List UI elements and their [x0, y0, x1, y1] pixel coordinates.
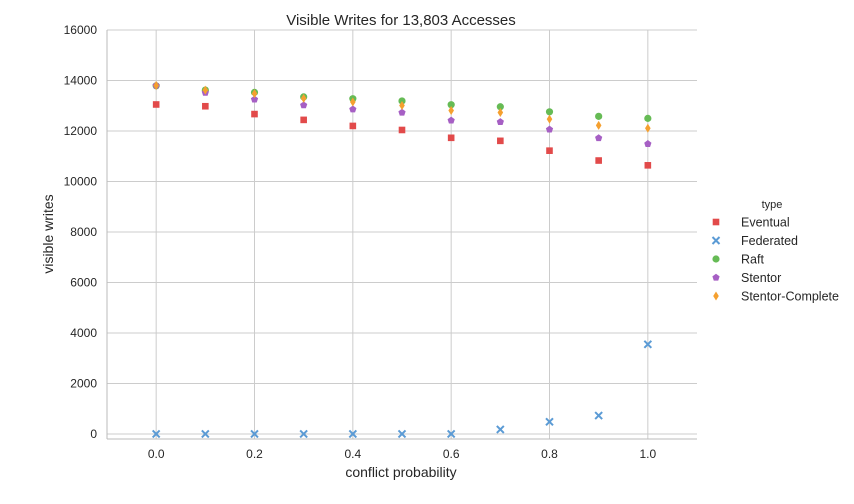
- x-tick-label: 0.2: [246, 447, 263, 461]
- y-tick-label: 4000: [70, 326, 97, 340]
- data-point: [496, 103, 504, 111]
- x-tick-label: 0.8: [541, 447, 558, 461]
- legend-item: Federated: [711, 234, 798, 248]
- data-point: [151, 429, 161, 439]
- data-point: [644, 114, 652, 122]
- data-point: [348, 429, 358, 439]
- data-point: [398, 97, 406, 105]
- series-stentor: [152, 81, 652, 147]
- data-point: [643, 340, 653, 349]
- data-point: [202, 102, 209, 110]
- data-point: [397, 429, 407, 439]
- x-tick-label: 1.0: [639, 447, 656, 461]
- data-point: [497, 137, 504, 145]
- legend-marker: [712, 255, 720, 263]
- data-point: [251, 89, 258, 99]
- data-point: [595, 120, 602, 130]
- data-point: [398, 108, 406, 116]
- data-point: [349, 105, 357, 113]
- x-tick-label: 0.4: [344, 447, 361, 461]
- data-point: [496, 118, 504, 125]
- legend-item: Stentor-Complete: [713, 290, 839, 304]
- data-point: [398, 126, 406, 134]
- y-tick-label: 14000: [64, 73, 98, 87]
- data-point: [546, 114, 553, 124]
- data-point: [300, 116, 307, 124]
- grid-lines: [107, 29, 697, 439]
- data-point: [447, 101, 455, 109]
- data-point: [545, 417, 554, 427]
- data-point: [545, 125, 554, 133]
- data-point: [496, 425, 505, 434]
- legend-marker: [712, 218, 720, 226]
- data-point: [201, 429, 210, 439]
- data-point: [448, 106, 454, 116]
- y-tick-label: 16000: [64, 23, 98, 37]
- data-point: [594, 411, 603, 420]
- x-tick-label: 0.6: [443, 447, 460, 461]
- data-point: [250, 95, 259, 103]
- data-point: [300, 101, 308, 109]
- data-point: [152, 101, 160, 108]
- y-axis-label: visible writes: [40, 194, 56, 273]
- data-point: [644, 162, 652, 169]
- series-eventual: [152, 101, 652, 169]
- data-point: [595, 112, 603, 120]
- y-tick-label: 8000: [70, 225, 97, 239]
- chart-title: Visible Writes for 13,803 Accesses: [286, 12, 516, 29]
- y-tick-label: 12000: [64, 124, 98, 138]
- legend-marker: [713, 291, 719, 301]
- data-point: [447, 116, 455, 124]
- data-point: [251, 110, 258, 118]
- data-point: [595, 157, 602, 164]
- legend-marker: [712, 273, 720, 281]
- data-point: [546, 147, 553, 154]
- legend-title: type: [762, 199, 783, 211]
- series-federated: [151, 340, 653, 439]
- data-point: [399, 100, 405, 110]
- y-tick-label: 6000: [70, 275, 97, 289]
- legend-label: Stentor: [741, 271, 781, 285]
- data-point: [350, 97, 356, 107]
- data-point: [644, 140, 652, 147]
- tick-labels: 0 2000 4000 6000 8000 10000 12000 14000 16000 0.0…: [64, 23, 657, 461]
- data-point: [250, 429, 259, 439]
- legend-item: Stentor: [712, 271, 781, 285]
- legend-label: Federated: [741, 234, 798, 248]
- legend-item: Raft: [712, 253, 764, 267]
- y-tick-label: 10000: [64, 174, 98, 188]
- data-point: [545, 108, 554, 116]
- legend-label: Raft: [741, 253, 764, 267]
- data-point: [645, 123, 651, 133]
- legend-item: Eventual: [712, 216, 790, 230]
- data-point: [299, 429, 308, 439]
- y-tick-label: 2000: [70, 376, 97, 390]
- y-tick-label: 0: [90, 427, 97, 441]
- legend-label: Stentor-Complete: [741, 290, 839, 304]
- data-point: [202, 85, 209, 95]
- legend-marker: [711, 236, 721, 245]
- data-point: [349, 122, 357, 130]
- legend: type Eventual Federated Raft Stentor Stentor…: [711, 199, 839, 304]
- data-point: [497, 108, 504, 118]
- series-stentor-complete: [153, 81, 651, 133]
- data-point: [595, 134, 603, 142]
- data-point: [447, 134, 455, 142]
- data-point: [153, 81, 159, 91]
- legend-label: Eventual: [741, 216, 790, 230]
- axes: [106, 30, 697, 440]
- data-point: [300, 93, 307, 103]
- x-axis-label: conflict probability: [345, 464, 456, 480]
- x-tick-label: 0.0: [148, 447, 165, 461]
- data-points: [151, 81, 653, 439]
- data-point: [446, 429, 456, 439]
